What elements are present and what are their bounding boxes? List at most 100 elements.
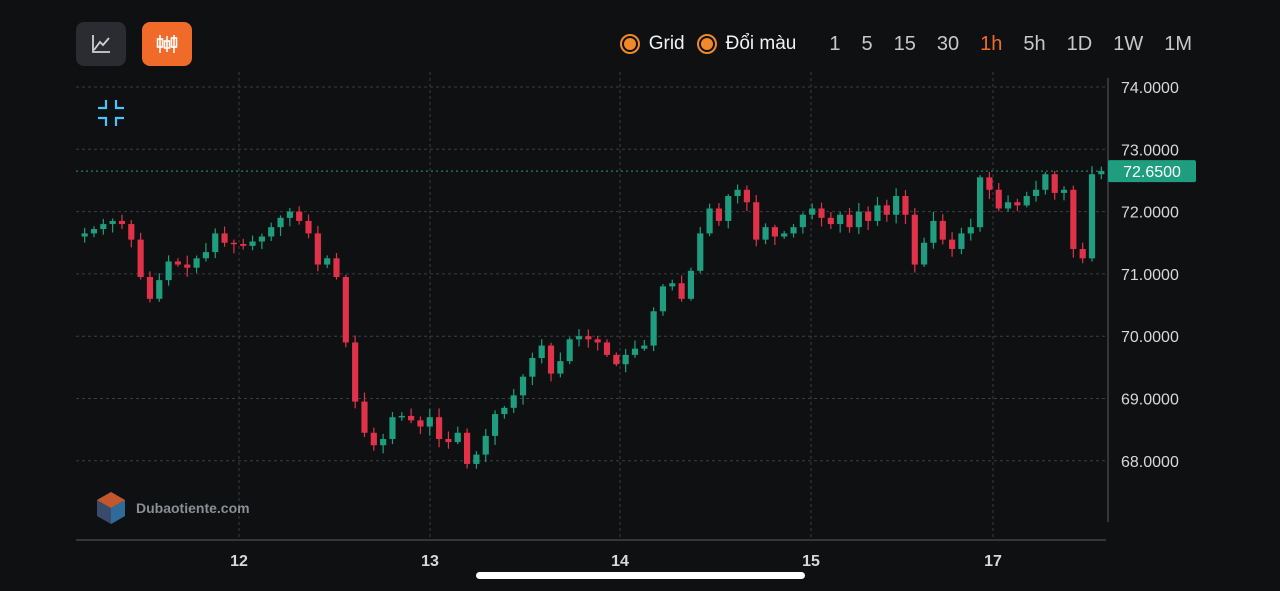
candle-down <box>1014 202 1021 206</box>
candle-up <box>725 196 732 221</box>
candle-up <box>930 220 937 243</box>
candle-down <box>240 243 247 246</box>
chart-toolbar: Grid Đổi màu 1 5 15 30 1h 5h 1D 1W 1M <box>619 30 1192 58</box>
candle-up <box>1042 174 1049 190</box>
candle-up <box>398 415 405 418</box>
color-swap-toggle[interactable]: Đổi màu <box>696 33 797 55</box>
candle-up <box>977 177 984 228</box>
candle-up <box>426 417 433 427</box>
timeframe-30[interactable]: 30 <box>936 32 960 55</box>
candle-down <box>911 214 918 265</box>
candle-up <box>90 229 98 234</box>
x-tick-label: 17 <box>984 553 1002 570</box>
watermark: Dubaotiente.com <box>94 490 250 526</box>
candle-down <box>818 208 825 218</box>
candle-down <box>547 345 555 374</box>
last-price-label: 72.6500 <box>1123 164 1181 181</box>
candle-up <box>855 211 862 228</box>
candle-up <box>762 227 769 240</box>
x-tick-label: 12 <box>230 553 248 570</box>
candle-up <box>109 220 116 225</box>
candle-down <box>128 224 135 240</box>
y-tick-label: 72.0000 <box>1121 205 1179 222</box>
candle-up <box>958 233 965 249</box>
candle-up <box>622 354 629 365</box>
y-tick-label: 69.0000 <box>1121 392 1179 409</box>
candle-up <box>874 205 881 221</box>
candle-up <box>165 261 172 281</box>
candle-up <box>1023 196 1030 206</box>
candle-up <box>380 438 387 446</box>
candle-down <box>883 205 890 215</box>
candle-up <box>81 233 88 237</box>
candle-up <box>277 217 284 228</box>
candle-up <box>100 224 107 230</box>
candle-down <box>1051 174 1058 193</box>
candle-up <box>268 227 275 237</box>
candle-up <box>659 286 667 312</box>
candle-down <box>1079 248 1086 259</box>
candle-up <box>669 283 676 287</box>
candle-down <box>846 214 853 228</box>
y-tick-label: 70.0000 <box>1121 329 1179 346</box>
y-tick-label: 68.0000 <box>1121 454 1179 471</box>
last-price-tag <box>1108 160 1196 183</box>
color-swap-toggle-label: Đổi màu <box>725 33 797 54</box>
timeframe-1[interactable]: 1 <box>829 32 841 55</box>
candle-up <box>1032 189 1040 197</box>
timeframe-5[interactable]: 5 <box>861 32 873 55</box>
candle-up <box>491 414 499 436</box>
candle-up <box>575 336 583 340</box>
candle-up <box>557 361 564 374</box>
candle-up <box>1060 189 1068 193</box>
candle-up <box>156 280 163 299</box>
candle-down <box>436 417 443 439</box>
candle-down <box>827 217 834 225</box>
candle-down <box>296 211 303 221</box>
candle-down <box>137 239 144 278</box>
candle-down <box>986 177 993 190</box>
candle-up <box>706 208 713 234</box>
candlestick-button[interactable] <box>142 22 192 66</box>
candle-down <box>939 220 946 240</box>
candle-down <box>417 420 424 427</box>
brand-logo-icon <box>97 492 125 524</box>
line-chart-button[interactable] <box>76 22 126 66</box>
candle-up <box>809 208 816 215</box>
candle-up <box>697 233 704 271</box>
candle-up <box>193 258 200 268</box>
timeframe-1h[interactable]: 1h <box>980 32 1003 55</box>
radio-checked-icon <box>619 34 640 54</box>
candle-up <box>501 407 508 415</box>
grid-toggle[interactable]: Grid <box>619 33 685 55</box>
candle-down <box>585 336 592 340</box>
candle-down <box>352 342 359 402</box>
timeframe-15[interactable]: 15 <box>893 32 916 55</box>
candle-down <box>408 415 415 421</box>
candle-up <box>482 435 489 455</box>
timeframe-1m[interactable]: 1M <box>1164 32 1192 55</box>
candle-up <box>529 358 536 377</box>
collapse-icon[interactable] <box>96 98 126 133</box>
candle-down <box>445 438 452 443</box>
candle-up <box>1098 171 1105 175</box>
timeframe-1w[interactable]: 1W <box>1113 32 1144 55</box>
candle-down <box>771 227 778 237</box>
candle-up <box>1088 174 1096 259</box>
candle-down <box>314 233 321 265</box>
candle-down <box>743 189 750 203</box>
candle-up <box>202 252 209 259</box>
candle-down <box>902 196 909 215</box>
timeframe-1d[interactable]: 1D <box>1066 32 1093 55</box>
candle-down <box>678 283 685 299</box>
timeframe-5h[interactable]: 5h <box>1023 32 1046 55</box>
candle-down <box>995 189 1002 209</box>
candle-down <box>949 239 956 249</box>
watermark-text: Dubaotiente.com <box>136 500 250 516</box>
candle-up <box>473 454 480 464</box>
y-tick-label: 71.0000 <box>1121 267 1179 284</box>
candle-up <box>566 339 573 362</box>
candle-down <box>1070 189 1077 249</box>
candle-up <box>921 242 928 265</box>
